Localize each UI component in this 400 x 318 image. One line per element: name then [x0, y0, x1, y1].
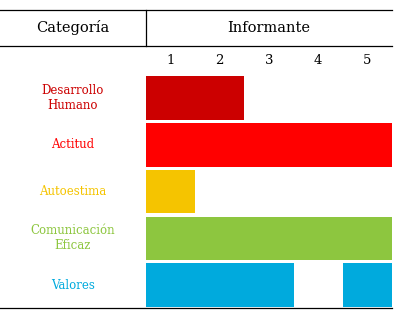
Text: Valores: Valores — [51, 279, 95, 292]
Bar — [146, 263, 294, 307]
Text: 2: 2 — [216, 54, 224, 67]
Bar — [146, 123, 392, 167]
Text: 4: 4 — [314, 54, 322, 67]
Bar — [146, 217, 392, 260]
Text: Autoestima: Autoestima — [39, 185, 107, 198]
Bar — [146, 170, 195, 213]
Bar — [146, 76, 244, 120]
Text: 1: 1 — [166, 54, 175, 67]
Text: Informante: Informante — [228, 21, 310, 35]
Text: Categoría: Categoría — [36, 20, 110, 35]
Bar — [343, 263, 392, 307]
Text: 5: 5 — [363, 54, 372, 67]
Text: Comunicación
Eficaz: Comunicación Eficaz — [31, 224, 115, 252]
Text: Desarrollo
Humano: Desarrollo Humano — [42, 84, 104, 112]
Text: 3: 3 — [265, 54, 273, 67]
Text: Actitud: Actitud — [52, 138, 94, 151]
